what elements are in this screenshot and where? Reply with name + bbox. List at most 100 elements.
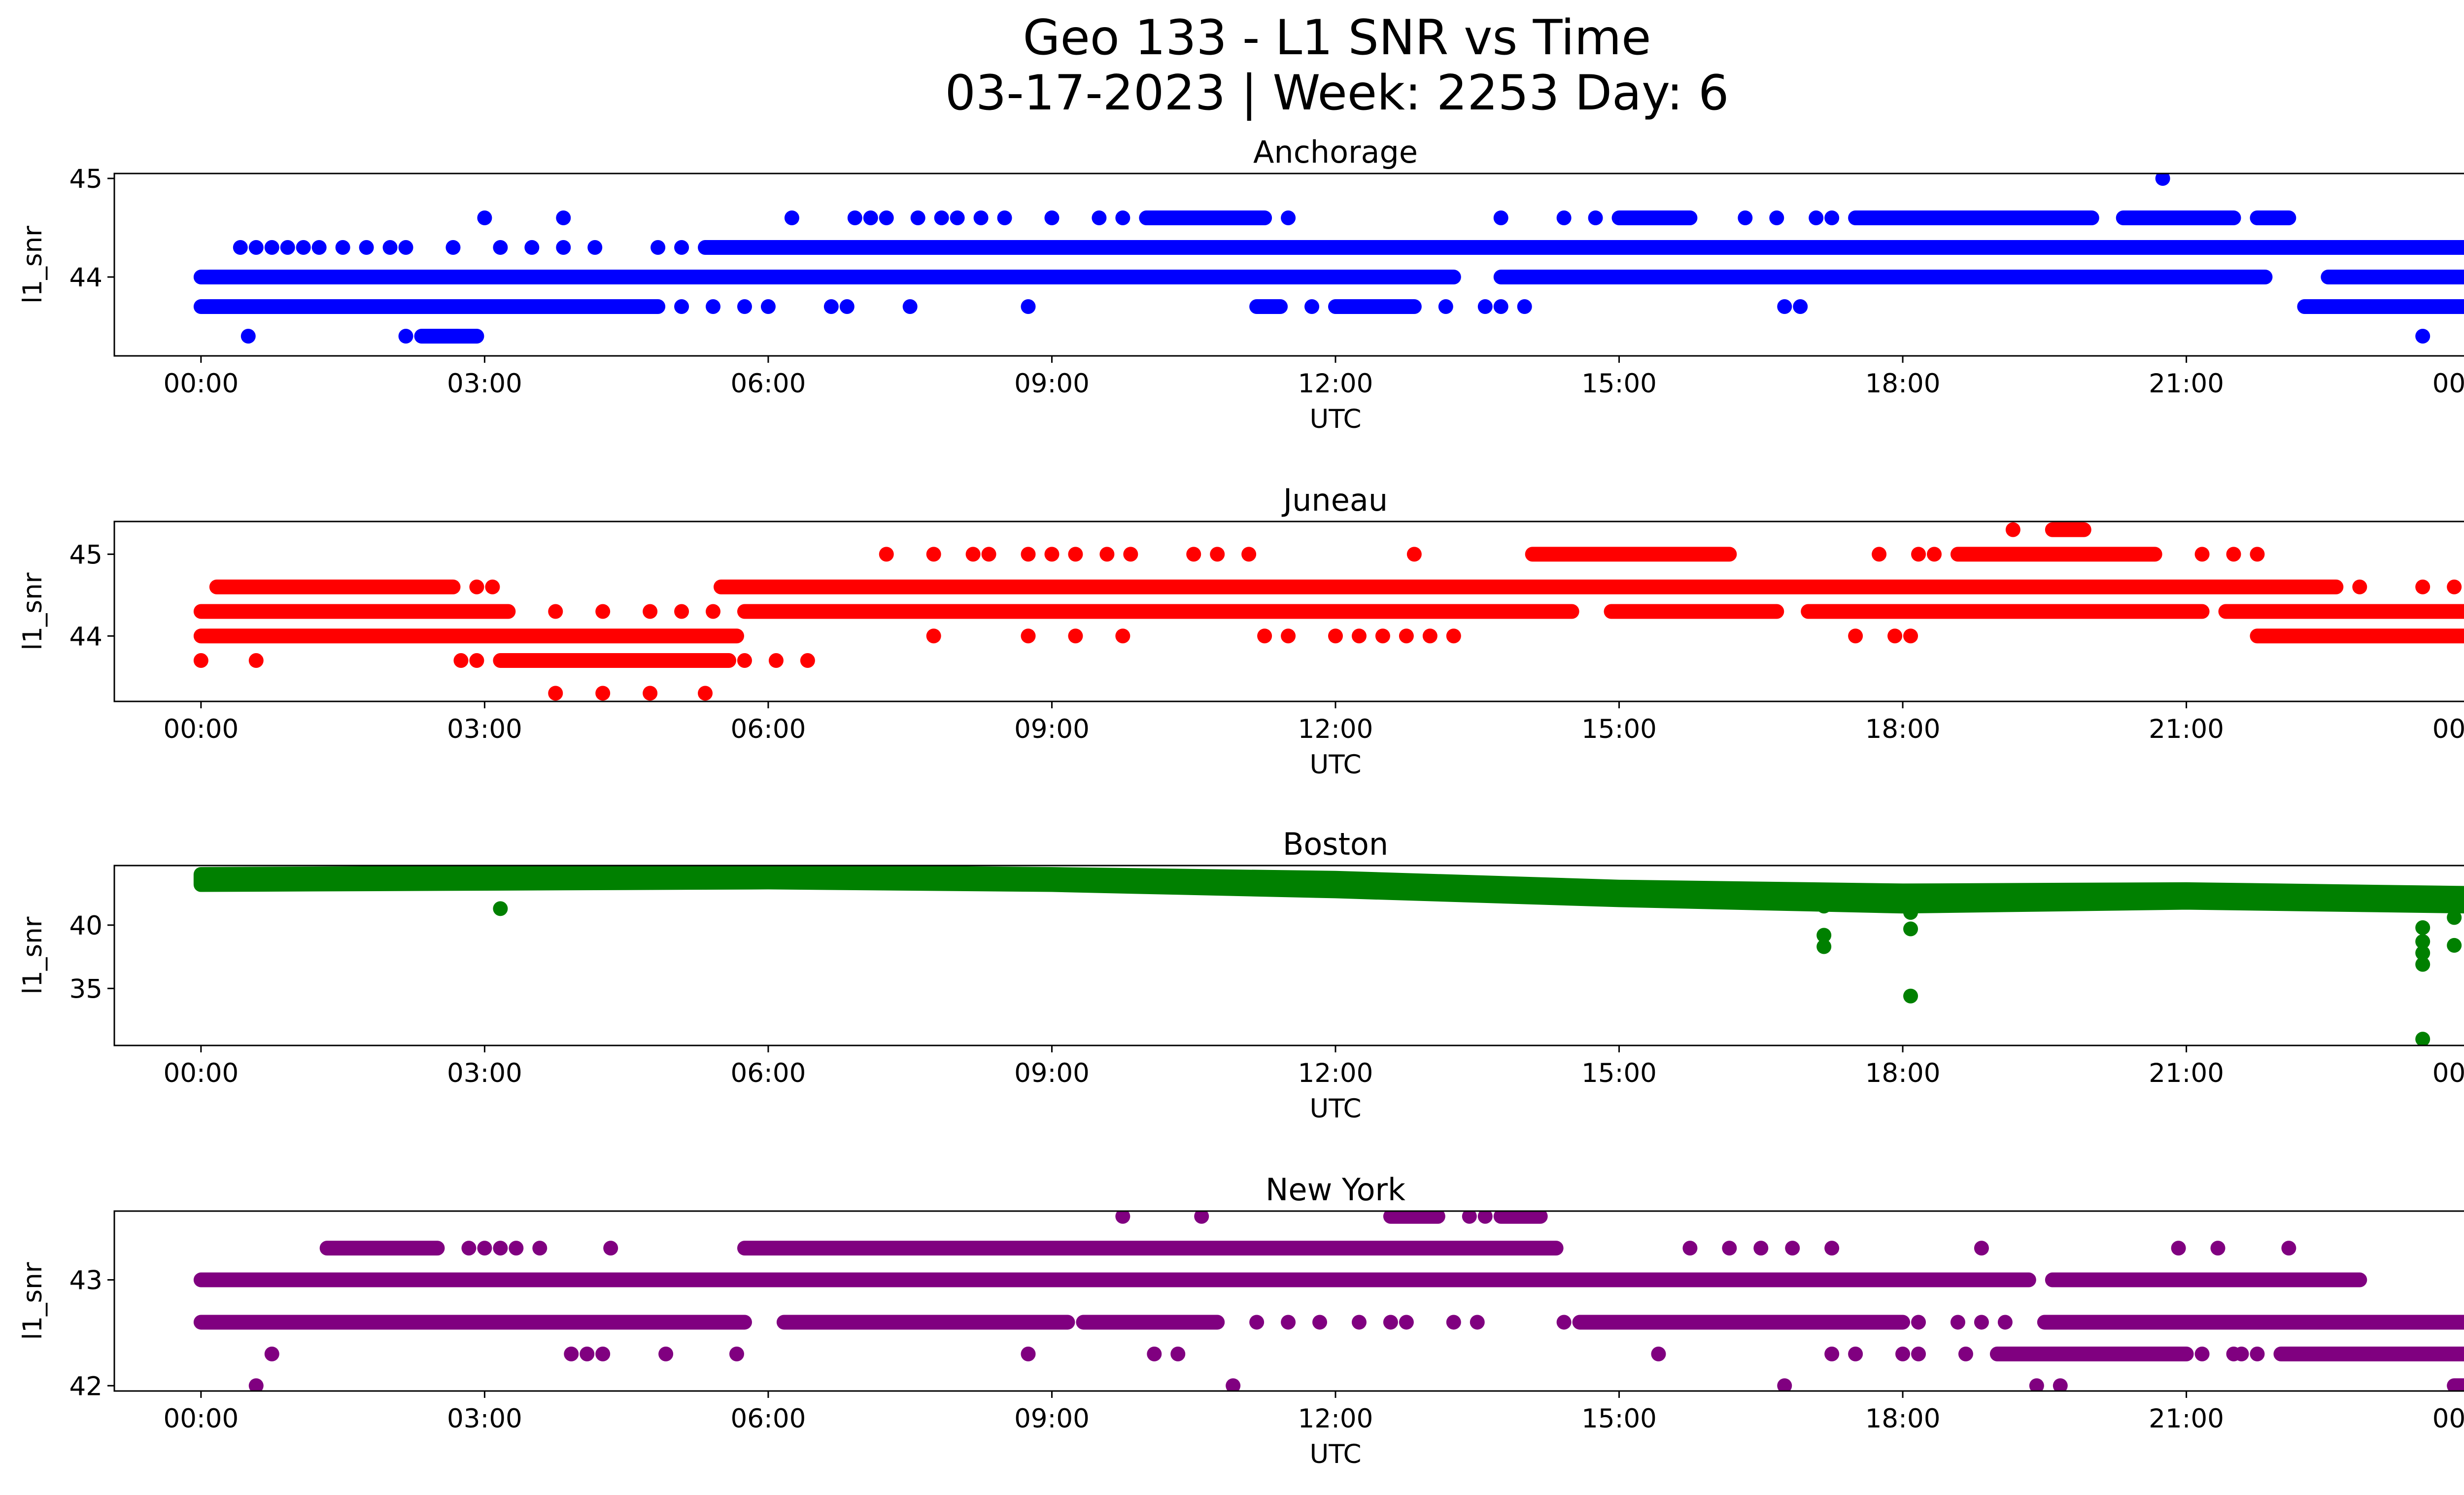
data-point xyxy=(1477,1211,1493,1224)
data-point xyxy=(1816,899,1832,914)
x-tick-label: 00:00 xyxy=(163,1058,239,1088)
data-point xyxy=(729,1346,744,1361)
data-point xyxy=(737,653,752,668)
data-point xyxy=(1769,1315,1784,1330)
data-point xyxy=(674,604,689,619)
data-point xyxy=(674,240,689,255)
series-level-44 xyxy=(193,628,2464,644)
data-point xyxy=(2171,1241,2186,1256)
data-point xyxy=(445,240,461,255)
subplot-title: New York xyxy=(1266,1172,1405,1208)
data-point xyxy=(1816,1315,1832,1330)
data-point xyxy=(1824,210,1840,225)
data-point xyxy=(1438,299,1453,314)
data-point xyxy=(1446,1315,1461,1330)
data-point xyxy=(1493,210,1508,225)
data-point xyxy=(2447,910,2462,925)
x-tick-label: 03:00 xyxy=(447,369,522,399)
data-point xyxy=(902,299,918,314)
data-point xyxy=(1194,1211,1209,1224)
data-point xyxy=(1383,1315,1398,1330)
x-tick-label: 09:00 xyxy=(1014,714,1090,744)
data-point xyxy=(248,653,264,668)
data-point xyxy=(1824,1241,1840,1256)
data-point xyxy=(398,329,413,344)
y-tick-label: 44 xyxy=(69,263,103,293)
data-point xyxy=(2163,604,2178,619)
data-point xyxy=(1997,1315,2013,1330)
series-level-44.3 xyxy=(193,604,2464,619)
data-point xyxy=(1651,1346,1666,1361)
data-point xyxy=(1809,210,1824,225)
data-point xyxy=(863,210,878,225)
subplot-title: Boston xyxy=(1283,826,1388,862)
data-point xyxy=(823,1315,839,1330)
data-point xyxy=(1816,939,1832,954)
data-point xyxy=(2415,579,2430,594)
data-point xyxy=(556,240,571,255)
data-point xyxy=(839,299,855,314)
data-point xyxy=(556,210,571,225)
data-point xyxy=(1911,1315,1926,1330)
data-point xyxy=(532,1241,548,1256)
point-run xyxy=(698,240,2464,255)
x-tick-label: 06:00 xyxy=(731,1404,806,1434)
point-run xyxy=(2218,604,2464,619)
data-point xyxy=(1226,1378,1241,1391)
figure-title-line2: 03-17-2023 | Week: 2253 Day: 6 xyxy=(945,65,1729,121)
x-tick-label: 06:00 xyxy=(731,369,806,399)
data-point xyxy=(564,1346,579,1361)
data-point xyxy=(595,604,611,619)
data-point xyxy=(193,653,208,668)
data-point xyxy=(1068,547,1083,562)
data-point xyxy=(1351,628,1367,644)
y-axis-label: l1_snr xyxy=(18,1262,48,1340)
point-run xyxy=(1604,604,1784,619)
point-run xyxy=(1076,1315,1225,1330)
x-tick-label: 00:00 xyxy=(163,1404,239,1434)
data-point xyxy=(398,240,413,255)
data-point xyxy=(1722,1241,1737,1256)
data-point xyxy=(823,299,839,314)
y-tick-label: 43 xyxy=(69,1266,103,1296)
point-run xyxy=(193,1272,2036,1287)
data-point xyxy=(595,686,611,701)
subplot-title: Anchorage xyxy=(1253,134,1418,170)
data-point xyxy=(1210,547,1225,562)
y-axis-label: l1_snr xyxy=(18,226,48,304)
data-point xyxy=(934,210,949,225)
x-tick-label: 09:00 xyxy=(1014,1058,1090,1088)
point-run xyxy=(1383,1211,1445,1224)
data-point xyxy=(1044,210,1060,225)
point-run xyxy=(193,628,744,644)
data-point xyxy=(1281,1315,1296,1330)
data-point xyxy=(760,299,776,314)
data-point xyxy=(1328,628,1343,644)
data-point xyxy=(453,653,469,668)
data-point xyxy=(768,653,784,668)
data-point xyxy=(264,240,279,255)
data-point xyxy=(1887,628,1903,644)
point-run xyxy=(414,329,484,344)
x-tick-label: 09:00 xyxy=(1014,369,1090,399)
x-tick-label: 15:00 xyxy=(1581,1058,1657,1088)
data-point xyxy=(1281,628,1296,644)
data-point xyxy=(2415,1032,2430,1045)
x-tick-label: 00:00 xyxy=(163,714,239,744)
data-point xyxy=(1895,1346,1911,1361)
data-point xyxy=(871,1315,886,1330)
data-point xyxy=(1021,628,1036,644)
data-point xyxy=(1446,628,1461,644)
point-run xyxy=(1139,210,1272,225)
point-run xyxy=(319,1241,445,1256)
data-point xyxy=(1021,299,1036,314)
subplot-3: Boston 00:00 03:00 06:00 09:00 12:00 15:00 18:0… xyxy=(18,826,2464,1124)
data-point xyxy=(1911,547,1926,562)
series-level-44.6 xyxy=(209,579,2462,594)
point-run xyxy=(776,1315,1075,1330)
x-tick-label: 15:00 xyxy=(1581,714,1657,744)
series-level-43.7 xyxy=(193,653,815,668)
data-point xyxy=(1021,1346,1036,1361)
dense-point-band xyxy=(193,866,2464,914)
x-tick-label: 18:00 xyxy=(1865,1058,1941,1088)
